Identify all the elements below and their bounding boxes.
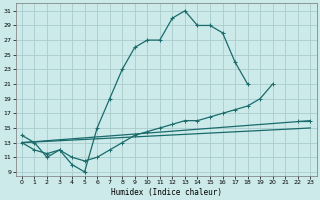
X-axis label: Humidex (Indice chaleur): Humidex (Indice chaleur) (111, 188, 221, 197)
